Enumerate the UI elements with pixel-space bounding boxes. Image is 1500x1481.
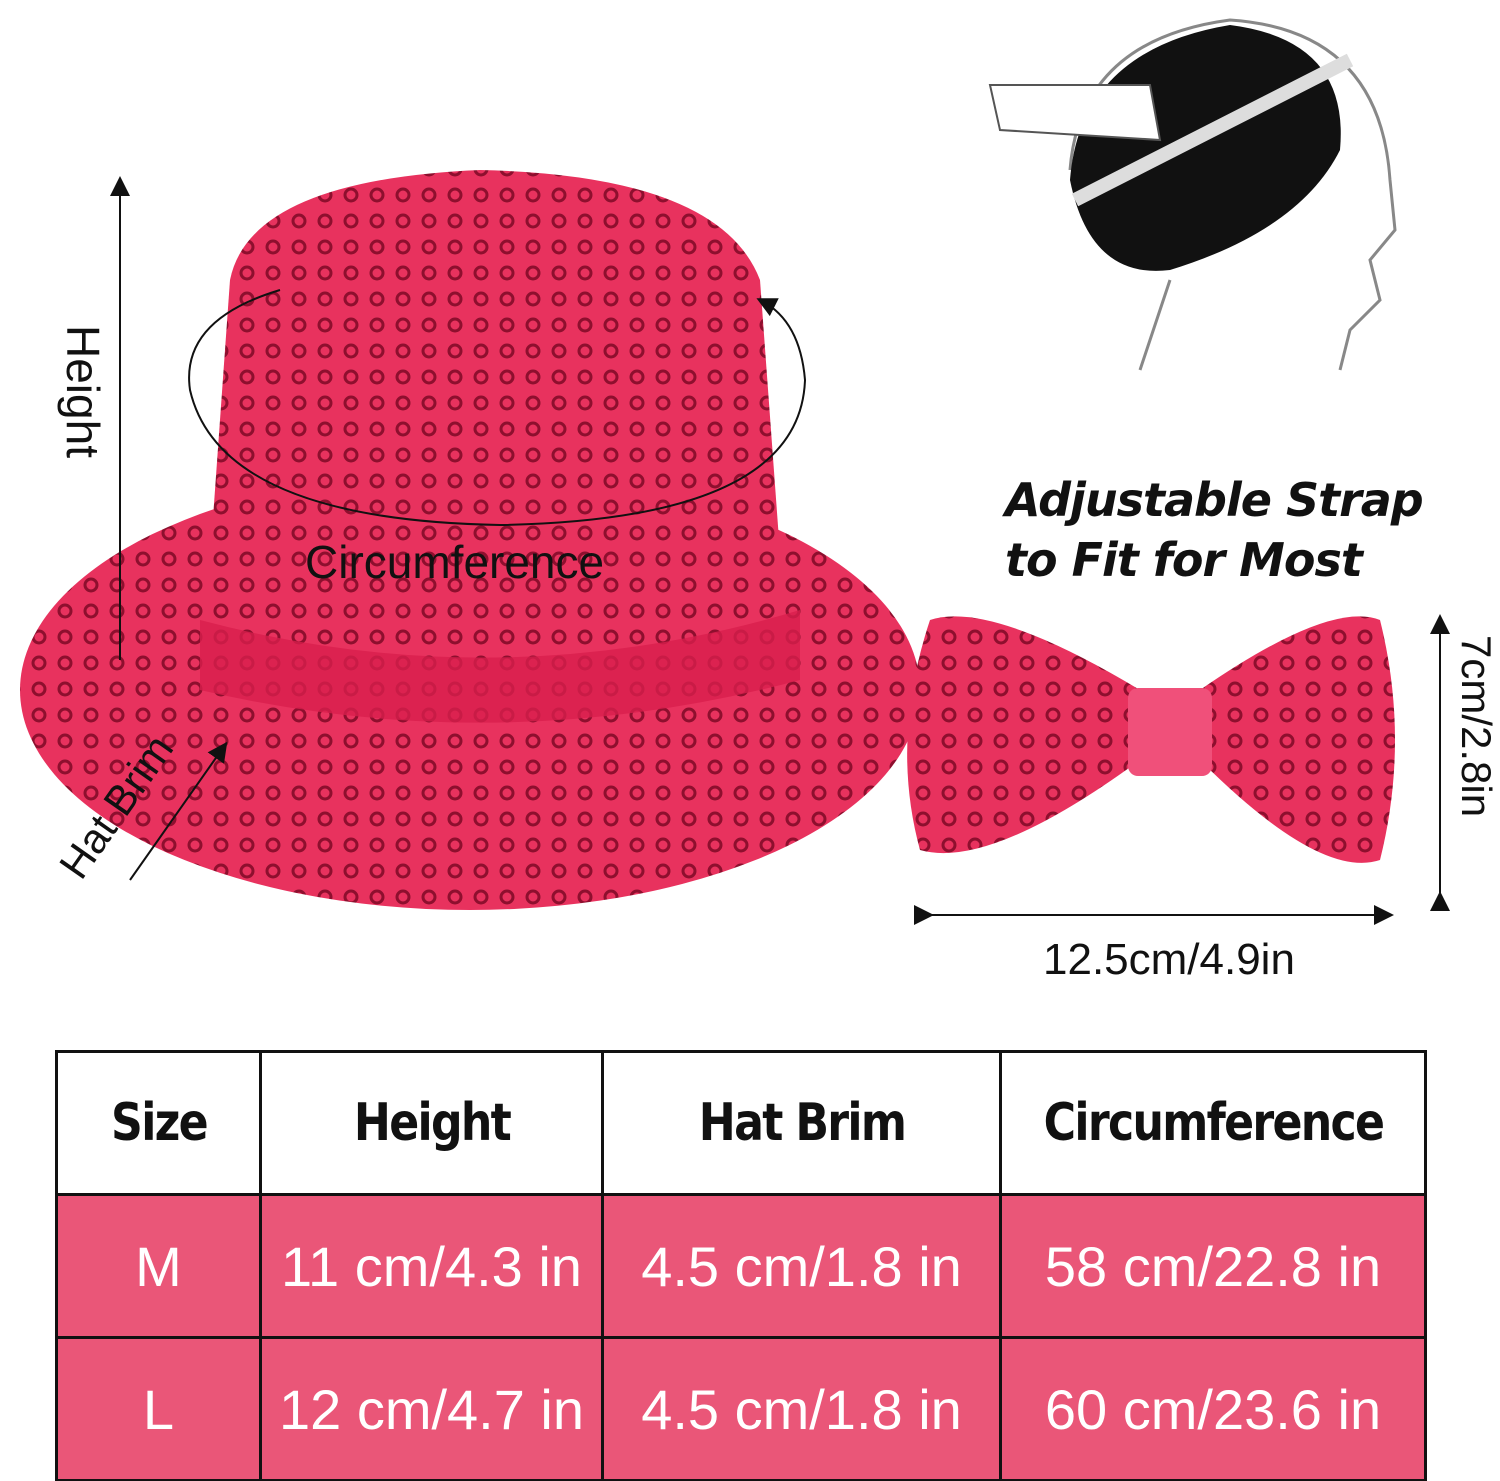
size-table: Size Height Hat Brim Circumference M 11 … xyxy=(55,1050,1427,1481)
header-circumference: Circumference xyxy=(1031,1050,1395,1196)
cell-height: 11 cm/4.3 in xyxy=(259,1193,604,1339)
cell-circumference: 58 cm/22.8 in xyxy=(999,1193,1427,1339)
cell-circumference: 60 cm/23.6 in xyxy=(999,1336,1427,1481)
product-illustration xyxy=(20,18,1450,925)
cell-size: L xyxy=(55,1336,262,1481)
sequin-bow-tie xyxy=(907,616,1395,863)
circumference-arc xyxy=(188,289,807,527)
cell-hat-brim: 4.5 cm/1.8 in xyxy=(601,1336,1002,1481)
cell-hat-brim: 4.5 cm/1.8 in xyxy=(601,1193,1002,1339)
cell-size: M xyxy=(55,1193,262,1339)
table-row: L 12 cm/4.7 in 4.5 cm/1.8 in 60 cm/23.6 … xyxy=(55,1336,1427,1481)
header-height: Height xyxy=(284,1050,579,1196)
header-hat-brim: Hat Brim xyxy=(631,1050,972,1196)
header-size: Size xyxy=(70,1050,247,1196)
head-measuring-illustration xyxy=(988,18,1397,371)
bow-width-label: 12.5cm/4.9in xyxy=(1043,935,1295,984)
strap-text-line-2: to Fit for Most xyxy=(1005,533,1363,587)
table-header-row: Size Height Hat Brim Circumference xyxy=(57,1050,1426,1196)
brim-arrow xyxy=(129,741,228,881)
height-label: Height xyxy=(57,325,109,458)
cell-height: 12 cm/4.7 in xyxy=(259,1336,604,1481)
adjustable-strap-text: Adjustable Strap to Fit for Most xyxy=(1005,470,1424,590)
strap-text-line-1: Adjustable Strap xyxy=(1005,473,1424,527)
table-row: M 11 cm/4.3 in 4.5 cm/1.8 in 58 cm/22.8 … xyxy=(55,1193,1427,1339)
sequin-hat xyxy=(20,170,920,910)
circumference-label: Circumference xyxy=(305,536,605,588)
bow-height-label: 7cm/2.8in xyxy=(1453,635,1500,818)
